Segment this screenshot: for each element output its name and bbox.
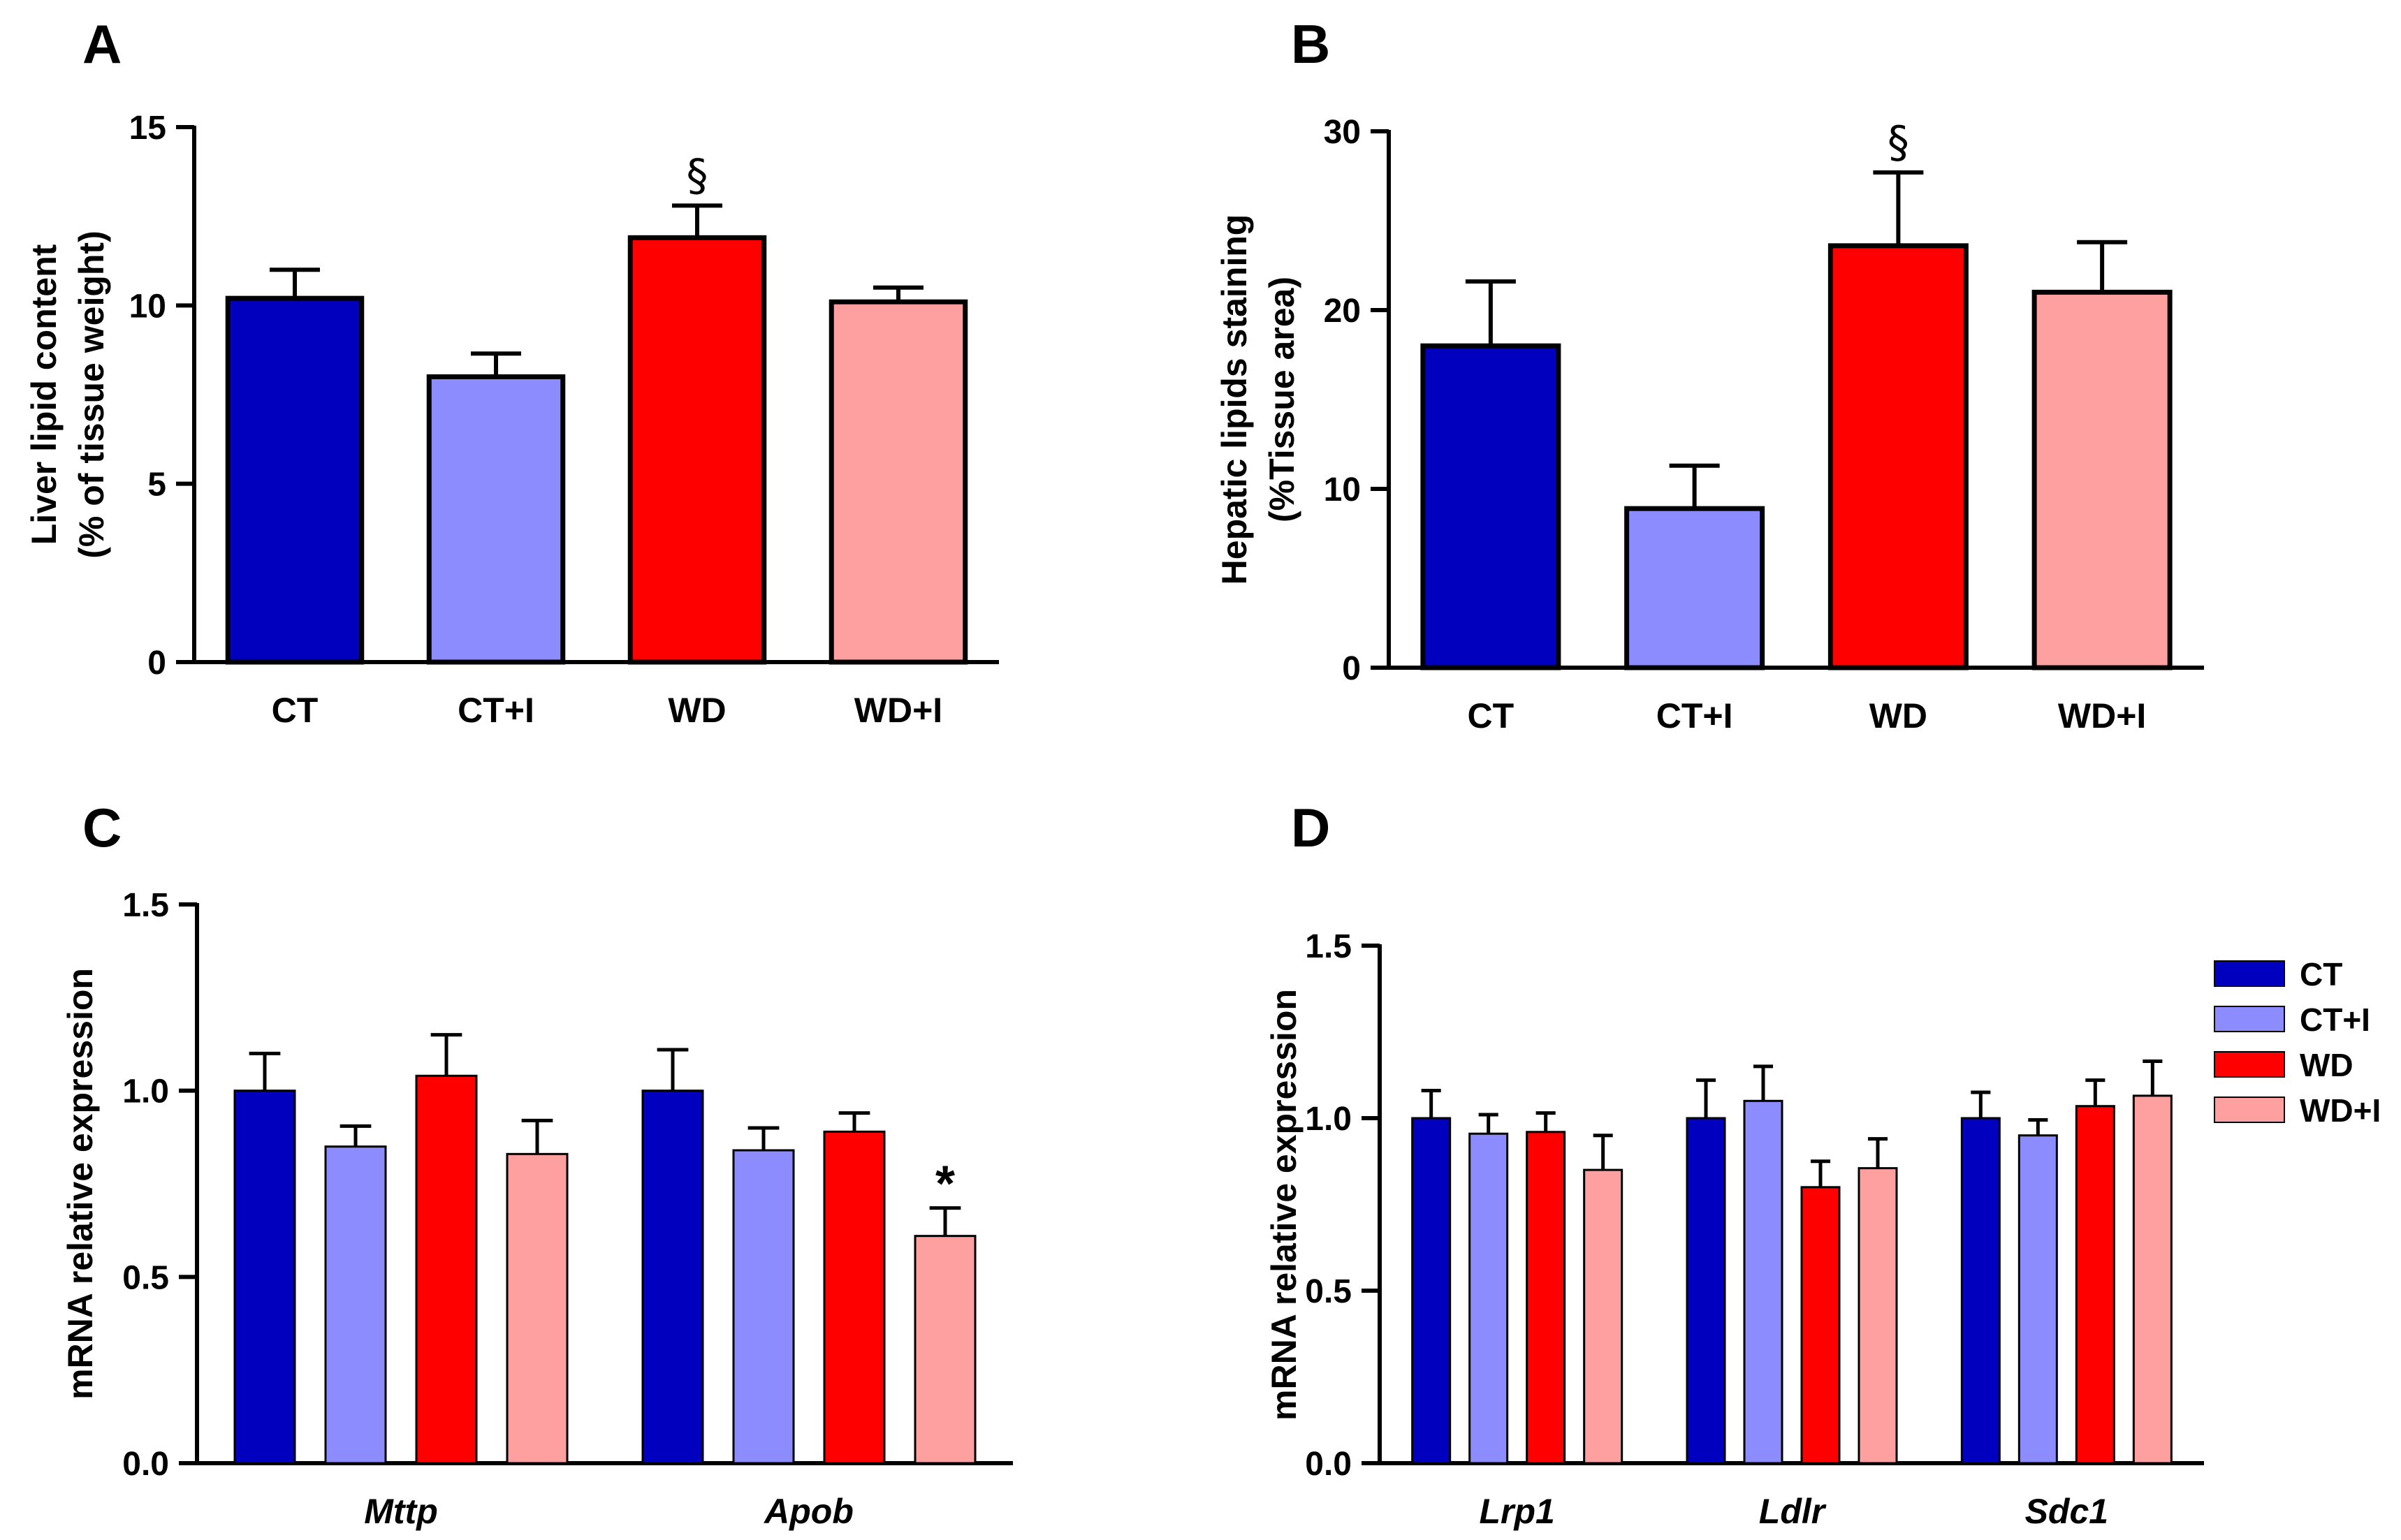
y-axis-label: Liver lipid content [24,244,64,545]
bar-ct [233,1090,296,1465]
y-tick-label: 0.0 [122,1446,169,1483]
legend-swatch [2214,1097,2285,1123]
x-tick-label: WD [668,691,726,730]
bar-wd [1800,1186,1841,1465]
y-tick-label: 15 [129,110,166,147]
y-tick-label: 0.5 [1305,1273,1352,1310]
bar-ct-plus-i [1468,1132,1509,1465]
bar-wd-plus-i [1858,1167,1898,1465]
bar-wd-plus-i [914,1235,977,1465]
y-tick-label: 20 [1324,293,1361,330]
y-tick-label: 1.0 [122,1073,169,1110]
x-tick-label: CT [1468,696,1515,735]
panel-label-c: C [82,797,122,858]
bar-wd [1526,1131,1566,1465]
x-tick-label: Ldlr [1759,1492,1827,1531]
bar-ct [225,295,365,665]
x-tick-label: WD+I [854,691,942,730]
y-axis-label: mRNA relative expression [61,968,100,1400]
x-tick-label: Mttp [364,1492,438,1531]
panel-label-d: D [1291,797,1330,858]
bar-wd-plus-i [2031,289,2173,670]
significance-mark: § [687,149,708,200]
significance-mark: * [935,1157,955,1212]
y-tick-label: 1.0 [1305,1101,1352,1138]
x-tick-label: Sdc1 [2025,1492,2109,1531]
legend-swatch [2214,1006,2285,1032]
bar-wd [415,1074,478,1465]
bar-ct-plus-i [732,1149,795,1465]
bar-wd-plus-i [829,299,968,665]
bar-ct [1960,1117,2001,1465]
bar-ct-plus-i [426,374,566,665]
y-tick-label: 0 [1342,650,1361,687]
panel-label-a: A [82,13,122,75]
y-axis-label-line2: (% of tissue weight) [72,230,111,558]
bar-ct-plus-i [2017,1134,2058,1465]
chart-a: Liver lipid content (% of tissue weight) 0… [24,110,999,730]
legend-swatch [2214,960,2285,987]
x-tick-label: WD+I [2058,696,2146,735]
legend-swatch [2214,1051,2285,1078]
x-tick-label: CT+I [1656,696,1733,735]
bar-wd [1827,243,1969,670]
y-tick-label: 10 [1324,471,1361,508]
x-tick-label: CT [272,691,319,730]
y-axis-label: Hepatic lipids staining [1215,214,1254,585]
y-tick-label: 0.0 [1305,1446,1352,1483]
bar-ct [1420,343,1561,670]
significance-mark: § [1888,117,1909,168]
bar-ct-plus-i [1624,506,1765,670]
bar-wd [823,1130,886,1465]
bar-wd [627,235,767,665]
bar-ct-plus-i [324,1145,387,1465]
bar-ct [1686,1117,1726,1465]
x-tick-label: Apob [763,1492,854,1531]
bar-wd-plus-i [1583,1168,1623,1465]
y-tick-label: 1.5 [1305,928,1352,965]
bar-ct-plus-i [1743,1099,1783,1465]
legend-label: WD [2300,1047,2353,1083]
legend: CT CT+I WD WD+I [2214,956,2381,1129]
x-tick-label: Lrp1 [1479,1492,1554,1531]
bar-wd-plus-i [2132,1094,2173,1465]
y-tick-label: 5 [147,467,166,504]
chart-c: mRNA relative expression 0.0 0.5 1.0 1.5 Mttp… [61,887,1013,1531]
bar-ct [1411,1117,1452,1465]
legend-label: CT+I [2300,1002,2370,1038]
legend-label: CT [2300,956,2342,992]
bar-wd [2075,1105,2115,1465]
chart-b: Hepatic lipids staining (%Tissue area) 0 10… [1215,114,2204,735]
bar-ct [641,1090,704,1465]
bar-wd-plus-i [506,1152,569,1465]
y-axis-label: mRNA relative expression [1264,989,1304,1421]
y-axis-label-line2: (%Tissue area) [1262,277,1301,522]
y-tick-label: 0 [147,645,166,682]
y-tick-label: 1.5 [122,887,169,924]
x-tick-label: CT+I [458,691,534,730]
y-tick-label: 30 [1324,114,1361,151]
x-tick-label: WD [1869,696,1927,735]
y-tick-label: 0.5 [122,1259,169,1296]
chart-panels: Liver lipid content (% of tissue weight) 0… [24,110,2204,1531]
panel-label-b: B [1291,13,1330,75]
y-tick-label: 10 [129,288,166,325]
legend-label: WD+I [2300,1092,2381,1129]
